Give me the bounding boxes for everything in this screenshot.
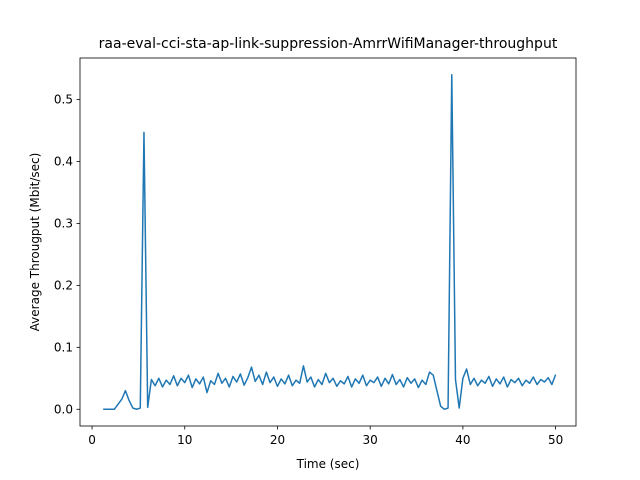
x-tick-label: 10 (177, 433, 192, 447)
y-tick-label: 0.0 (54, 402, 73, 416)
y-tick-label: 0.1 (54, 340, 73, 354)
y-tick-label: 0.5 (54, 93, 73, 107)
y-axis-label: Average Througput (Mbit/sec) (28, 153, 42, 332)
y-tick-label: 0.2 (54, 278, 73, 292)
chart-title: raa-eval-cci-sta-ap-link-suppression-Amr… (99, 36, 558, 52)
y-tick-label: 0.3 (54, 216, 73, 230)
x-tick-label: 30 (363, 433, 378, 447)
x-tick-label: 50 (548, 433, 563, 447)
data-line (103, 73, 557, 411)
plot-frame (79, 57, 577, 427)
x-tick-label: 40 (455, 433, 470, 447)
x-axis-label: Time (sec) (296, 457, 360, 471)
x-tick-label: 0 (88, 433, 96, 447)
y-tick-label: 0.4 (54, 154, 73, 168)
x-tick-label: 20 (270, 433, 285, 447)
